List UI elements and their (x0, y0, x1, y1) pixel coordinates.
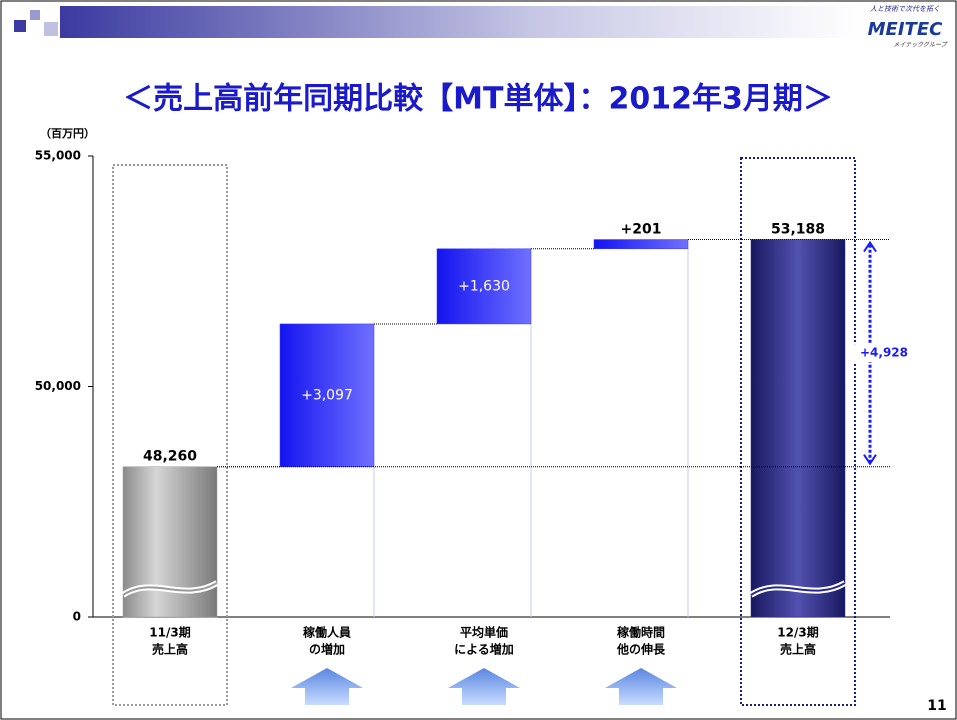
x-tick-label: 売上高 (152, 642, 188, 657)
bar (279, 323, 375, 467)
value-label: +201 (621, 222, 662, 238)
x-tick-label: 売上高 (780, 642, 816, 657)
break-mark (750, 582, 846, 596)
column-frame (740, 157, 856, 706)
x-tick-label: 11/3期 (149, 625, 190, 640)
banner (60, 6, 860, 38)
bar (122, 466, 218, 618)
bar (750, 239, 846, 618)
y-unit: （百万円） (40, 127, 95, 140)
x-tick-label: 平均単価 (460, 625, 508, 640)
difference-label-bg (854, 344, 906, 363)
up-arrow (605, 668, 677, 705)
x-tick-label: による増加 (454, 642, 514, 657)
logo-group: メイテックグループ (893, 41, 948, 49)
bar (593, 239, 689, 250)
x-tick-label: 稼働時間 (617, 625, 665, 640)
bar (436, 248, 532, 325)
x-tick-label: の増加 (309, 642, 345, 657)
logo-tagline: 人と技術で次代を拓く (870, 5, 940, 13)
up-arrow (448, 668, 520, 705)
value-label: 53,188 (771, 222, 825, 238)
y-tick-label: 0 (73, 610, 81, 624)
x-tick-label: 12/3期 (777, 625, 818, 640)
deco (44, 22, 58, 36)
arrow-head (863, 240, 877, 253)
y-tick-label: 50,000 (35, 379, 81, 393)
value-label: +3,097 (301, 387, 353, 403)
up-arrow (291, 668, 363, 705)
x-tick-label: 稼働人員 (303, 625, 351, 640)
deco (30, 10, 40, 20)
y-tick-label: 55,000 (35, 149, 81, 163)
value-label: +1,630 (458, 278, 510, 294)
x-tick-label: 他の伸長 (616, 642, 666, 657)
logo: MEITEC (868, 19, 943, 40)
page-number: 11 (927, 698, 946, 714)
chart-title: ＜売上高前年同期比較【MT単体】：2012年3月期＞ (123, 82, 833, 117)
difference-label: +4,928 (860, 346, 908, 360)
column-frame (112, 164, 228, 706)
value-label: 48,260 (143, 449, 197, 465)
break-mark (122, 582, 218, 596)
deco (14, 20, 26, 32)
arrow-head (863, 454, 877, 466)
